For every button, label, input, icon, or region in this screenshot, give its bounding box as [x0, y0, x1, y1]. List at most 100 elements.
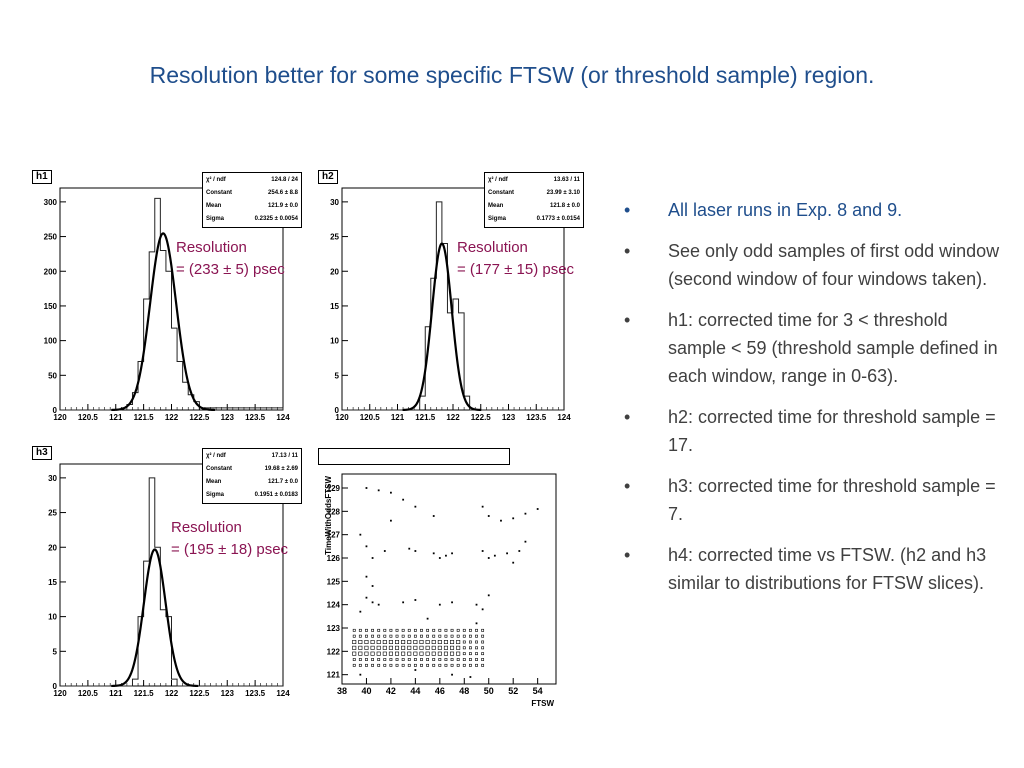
scatter-box: [437, 651, 442, 656]
scatter-box: [352, 645, 357, 650]
scatter-point: [481, 608, 484, 611]
scatter-box: [426, 663, 430, 667]
histogram-bars: [60, 477, 283, 687]
scatter-box: [407, 628, 411, 632]
scatter-box: [389, 634, 393, 638]
resolution-value: = (177 ± 15) psec: [457, 261, 575, 278]
scatter-point: [506, 552, 508, 555]
scatter-box: [377, 634, 381, 638]
scatter-box: [419, 640, 424, 645]
y-tick-label: 125: [327, 577, 341, 586]
scatter-point: [365, 575, 368, 578]
y-tick-label: 10: [330, 337, 339, 346]
scatter-box: [469, 663, 472, 667]
scatter-box: [364, 651, 369, 656]
stats-chi2-value: 124.8 / 24: [271, 177, 298, 183]
x-tick-label: 124: [276, 689, 290, 698]
x-tick-label: 124: [276, 413, 290, 422]
scatter-box: [438, 658, 442, 661]
scatter-box: [462, 634, 466, 638]
plot-frame: [341, 473, 557, 685]
scatter-box: [426, 634, 430, 638]
scatter-box: [450, 628, 454, 632]
scatter-point: [426, 617, 429, 620]
gaussian-fit-curve: [402, 242, 482, 412]
gaussian-fit-curve: [111, 548, 199, 688]
x-tick-label: 123: [221, 413, 235, 422]
scatter-point: [518, 550, 521, 552]
stats-constant-value: 254.6 ± 8.8: [268, 190, 298, 196]
x-tick-label: 38: [337, 686, 347, 696]
scatter-box: [443, 640, 448, 645]
scatter-box: [438, 628, 442, 632]
x-tick-label: 120: [53, 413, 67, 422]
scatter-box: [395, 651, 400, 656]
stats-mean-value: 121.8 ± 0.0: [550, 203, 580, 209]
resolution-value: = (195 ± 18) psec: [171, 541, 289, 558]
stats-chi2-label: χ² / ndf: [488, 177, 508, 183]
scatter-box: [469, 652, 472, 656]
y-tick-label: 25: [330, 233, 339, 242]
scatter-box: [388, 640, 393, 645]
scatter-box: [437, 645, 442, 650]
scatter-point: [359, 533, 362, 536]
scatter-box: [444, 628, 448, 632]
y-tick-label: 10: [48, 613, 57, 622]
scatter-box: [382, 651, 387, 656]
scatter-box: [425, 651, 430, 656]
scatter-box: [462, 646, 466, 650]
stats-sigma-value: 0.2325 ± 0.0054: [254, 216, 298, 222]
scatter-box: [352, 663, 356, 667]
scatter-point: [432, 552, 435, 555]
y-tick-label: 0: [53, 406, 58, 415]
scatter-box: [383, 658, 387, 661]
scatter-box: [481, 646, 485, 650]
stats-mean-label: Mean: [488, 203, 504, 209]
plot-h1: 0 50 100 150 200 250 300 120 120.5 121 121.5 122 122…: [30, 168, 302, 424]
scatter-box: [462, 628, 466, 632]
y-tick-label: 5: [53, 647, 58, 656]
scatter-box: [431, 645, 436, 650]
scatter-box: [413, 658, 417, 661]
scatter-box: [407, 645, 412, 650]
x-tick-label: 122.5: [471, 413, 492, 422]
scatter-box: [481, 640, 485, 644]
scatter-box: [481, 658, 485, 661]
y-tick-label: 150: [44, 302, 58, 311]
stats-chi2-value: 13.63 / 11: [553, 177, 580, 183]
y-tick-label: 0: [53, 682, 58, 691]
scatter-box: [358, 663, 362, 667]
scatter-box: [413, 645, 418, 650]
x-tick-label: 123.5: [245, 689, 266, 698]
scatter-box: [407, 663, 411, 667]
scatter-box: [420, 663, 423, 667]
scatter-box: [377, 663, 381, 667]
scatter-box: [431, 651, 436, 656]
scatter-box: [395, 663, 399, 667]
scatter-box: [425, 640, 430, 645]
scatter-box: [388, 651, 393, 656]
scatter-box: [376, 651, 381, 656]
scatter-box: [444, 663, 448, 667]
scatter-box: [358, 658, 362, 661]
scatter-box: [389, 658, 393, 661]
plot-h2-tag: h2: [318, 170, 338, 184]
scatter-point: [487, 594, 490, 597]
x-tick-label: 121.5: [134, 413, 155, 422]
scatter-box: [481, 663, 485, 667]
x-tick-label: 122: [446, 413, 460, 422]
x-tick-label: 121: [391, 413, 405, 422]
scatter-point: [414, 505, 417, 508]
y-tick-label: 5: [335, 371, 340, 380]
scatter-point: [383, 550, 386, 552]
scatter-box: [450, 634, 454, 638]
scatter-point: [445, 554, 447, 557]
scatter-box: [352, 628, 356, 632]
scatter-point: [414, 599, 417, 601]
scatter-box: [450, 651, 455, 656]
scatter-box: [395, 628, 399, 632]
scatter-box: [401, 640, 406, 645]
stats-chi2-label: χ² / ndf: [206, 453, 226, 459]
scatter-box: [481, 628, 485, 632]
plot-h4-svg: 121 122 123 124 125 126 127 128 129 38 40 42 44 46 48 5…: [324, 473, 557, 708]
